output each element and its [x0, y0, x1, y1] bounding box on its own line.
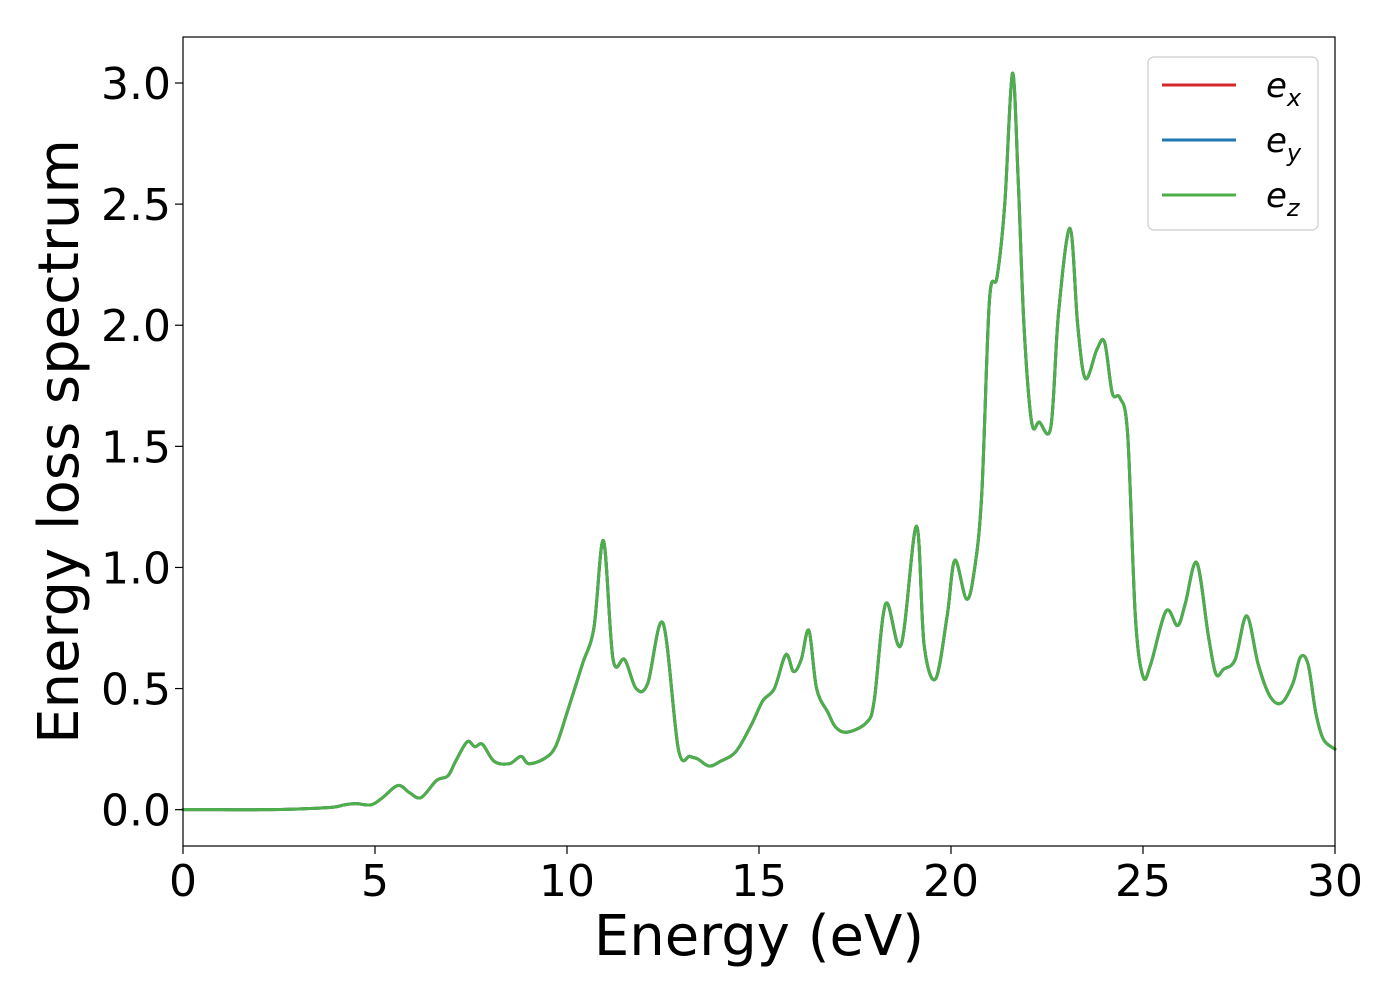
legend-item-z: ez [1162, 176, 1301, 222]
y-tick-label: 0.0 [101, 786, 171, 837]
x-tick-label: 25 [1115, 856, 1171, 907]
legend-box [1147, 56, 1319, 231]
y-tick-label: 2.5 [101, 180, 171, 231]
x-tick-label: 10 [539, 856, 595, 907]
series-layer [181, 71, 1337, 812]
y-tick-label: 0.5 [101, 665, 171, 716]
x-axis-label: Energy (eV) [594, 904, 924, 969]
y-tick-label: 2.0 [101, 301, 171, 352]
x-axis: 0 5 10 15 20 25 30 [169, 846, 1363, 907]
x-tick-label: 30 [1307, 856, 1363, 907]
legend-label-x: ex [1266, 66, 1302, 112]
legend-label-y: ey [1266, 121, 1302, 167]
legend-label-z: ez [1266, 176, 1301, 222]
x-tick-label: 15 [731, 856, 787, 907]
legend-item-x: ex [1162, 66, 1302, 112]
y-tick-label: 3.0 [101, 59, 171, 110]
x-tick-label: 0 [169, 856, 197, 907]
y-tick-label: 1.5 [101, 422, 171, 473]
x-tick-label: 5 [361, 856, 389, 907]
legend: ex ey ez [1147, 56, 1319, 231]
y-axis: 0.0 0.5 1.0 1.5 2.0 2.5 3.0 [101, 59, 183, 837]
series-line-z [181, 71, 1337, 812]
legend-item-y: ey [1162, 121, 1302, 167]
y-tick-label: 1.0 [101, 543, 171, 594]
y-axis-label: Energy loss spectrum [27, 139, 92, 744]
x-tick-label: 20 [923, 856, 979, 907]
